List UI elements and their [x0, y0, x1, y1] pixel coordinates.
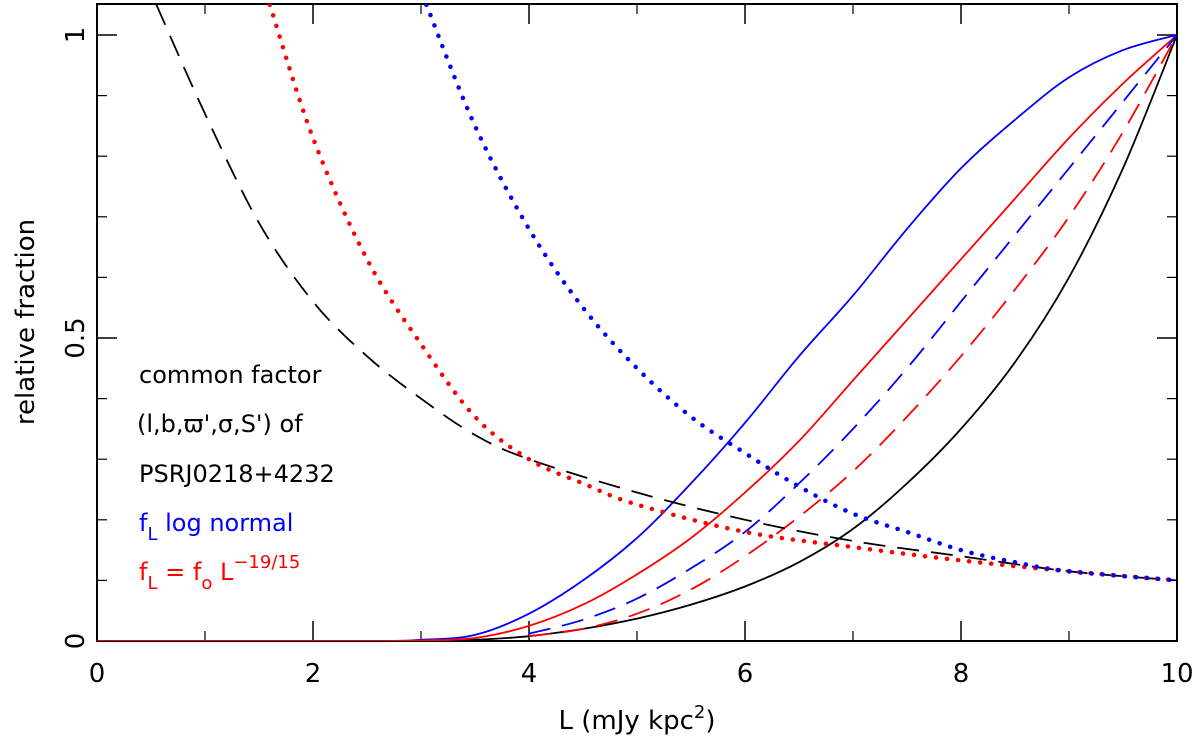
series-line-8 [424, 4, 1177, 583]
series-line-3 [97, 34, 1177, 641]
annotation-log-normal-sub: L [147, 524, 157, 545]
series-line-2 [97, 34, 1177, 641]
annotation-power-law-sub: L [147, 573, 157, 594]
series-line-1 [97, 34, 1177, 641]
x-tick-label: 6 [737, 659, 754, 689]
x-tick-label: 0 [89, 659, 106, 689]
series-line-6 [155, 4, 1177, 582]
x-axis-label: L (mJy kpc2) [558, 702, 715, 736]
annotation-pulsar-name: PSRJ0218+4232 [139, 460, 335, 488]
y-tick-label: 1 [61, 27, 91, 44]
x-axis: 0 2 4 6 8 10 [89, 4, 1194, 689]
y-axis: 00.51 [61, 27, 1177, 650]
annotation-power-law-L: L [212, 558, 234, 586]
x-tick-label: 4 [521, 659, 538, 689]
x-tick-label: 2 [305, 659, 322, 689]
series-line-7 [267, 4, 1177, 583]
annotation-parameters: (l,b,ϖ',σ,S') of [137, 410, 303, 438]
legend-annotation: common factor (l,b,ϖ',σ,S') of PSRJ0218+… [137, 361, 335, 594]
annotation-power-law: fL = fo L−19/15 [139, 552, 300, 594]
annotation-log-normal: fL log normal [139, 509, 293, 545]
annotation-log-normal-text: log normal [157, 509, 293, 537]
annotation-power-law-sub2: o [201, 573, 212, 594]
series-line-5 [528, 34, 1177, 638]
series-line-4 [528, 34, 1177, 635]
y-axis-label: relative fraction [11, 219, 41, 425]
plot-frame [96, 3, 1178, 642]
x-axis-label-sup: 2 [694, 702, 705, 723]
annotation-power-law-exp: −19/15 [233, 552, 300, 573]
x-tick-label: 10 [1160, 659, 1193, 689]
x-tick-label: 8 [953, 659, 970, 689]
minor-ticks [97, 4, 1177, 641]
series-group [97, 4, 1177, 641]
x-axis-label-end: ) [705, 706, 715, 736]
y-tick-label: 0.5 [61, 317, 91, 358]
annotation-common-factor: common factor [139, 361, 322, 389]
y-tick-label: 0 [61, 633, 91, 650]
annotation-power-law-eq: = f [157, 558, 201, 586]
